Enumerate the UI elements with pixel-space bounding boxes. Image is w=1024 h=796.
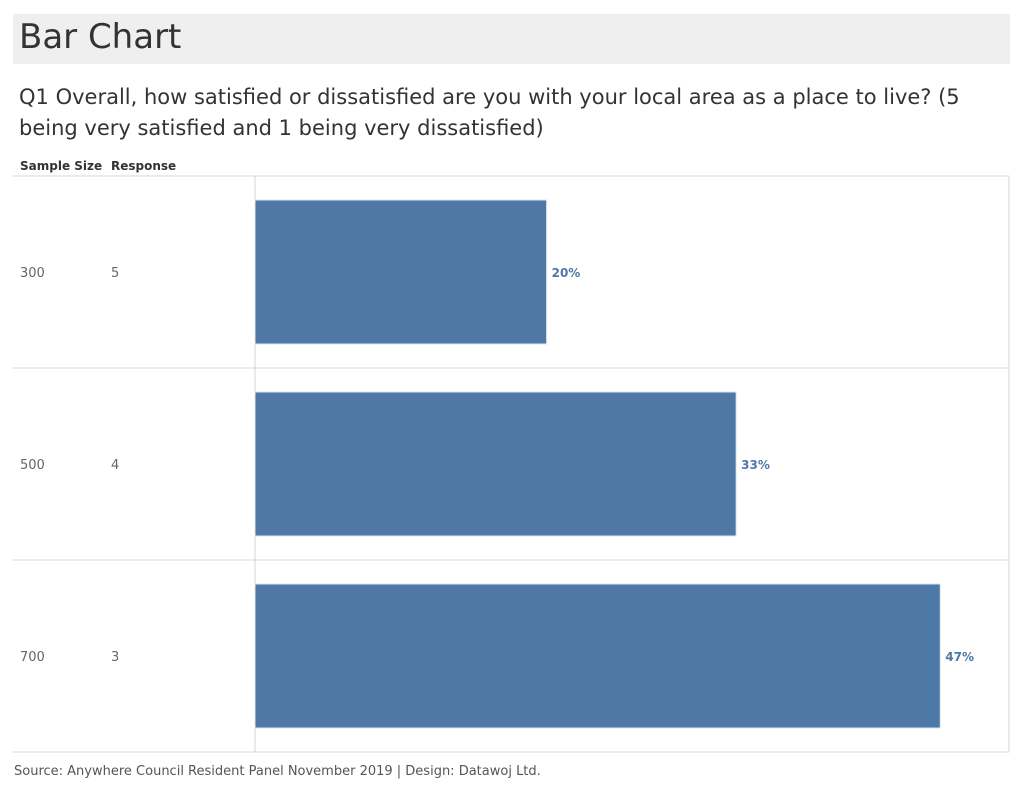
source-footer: Source: Anywhere Council Resident Panel … [14,764,541,779]
response-label: 5 [111,266,119,281]
chart-subtitle: Q1 Overall, how satisfied or dissatisfie… [19,85,960,140]
bar-value-label: 47% [945,650,974,664]
bar [254,583,941,729]
bar-value-label: 20% [552,266,581,280]
title-bar: Bar Chart [13,14,1010,64]
bar-value-label: 33% [741,458,770,472]
bar [254,199,548,345]
sample-size-label: 500 [20,458,45,473]
bar [254,391,737,537]
response-label: 4 [111,458,119,473]
column-header-sample-size: Sample Size [20,159,103,173]
column-header-response: Response [111,159,177,173]
sample-size-label: 300 [20,266,45,281]
page-title: Bar Chart [19,17,182,57]
response-label: 3 [111,650,119,665]
sample-size-label: 700 [20,650,45,665]
